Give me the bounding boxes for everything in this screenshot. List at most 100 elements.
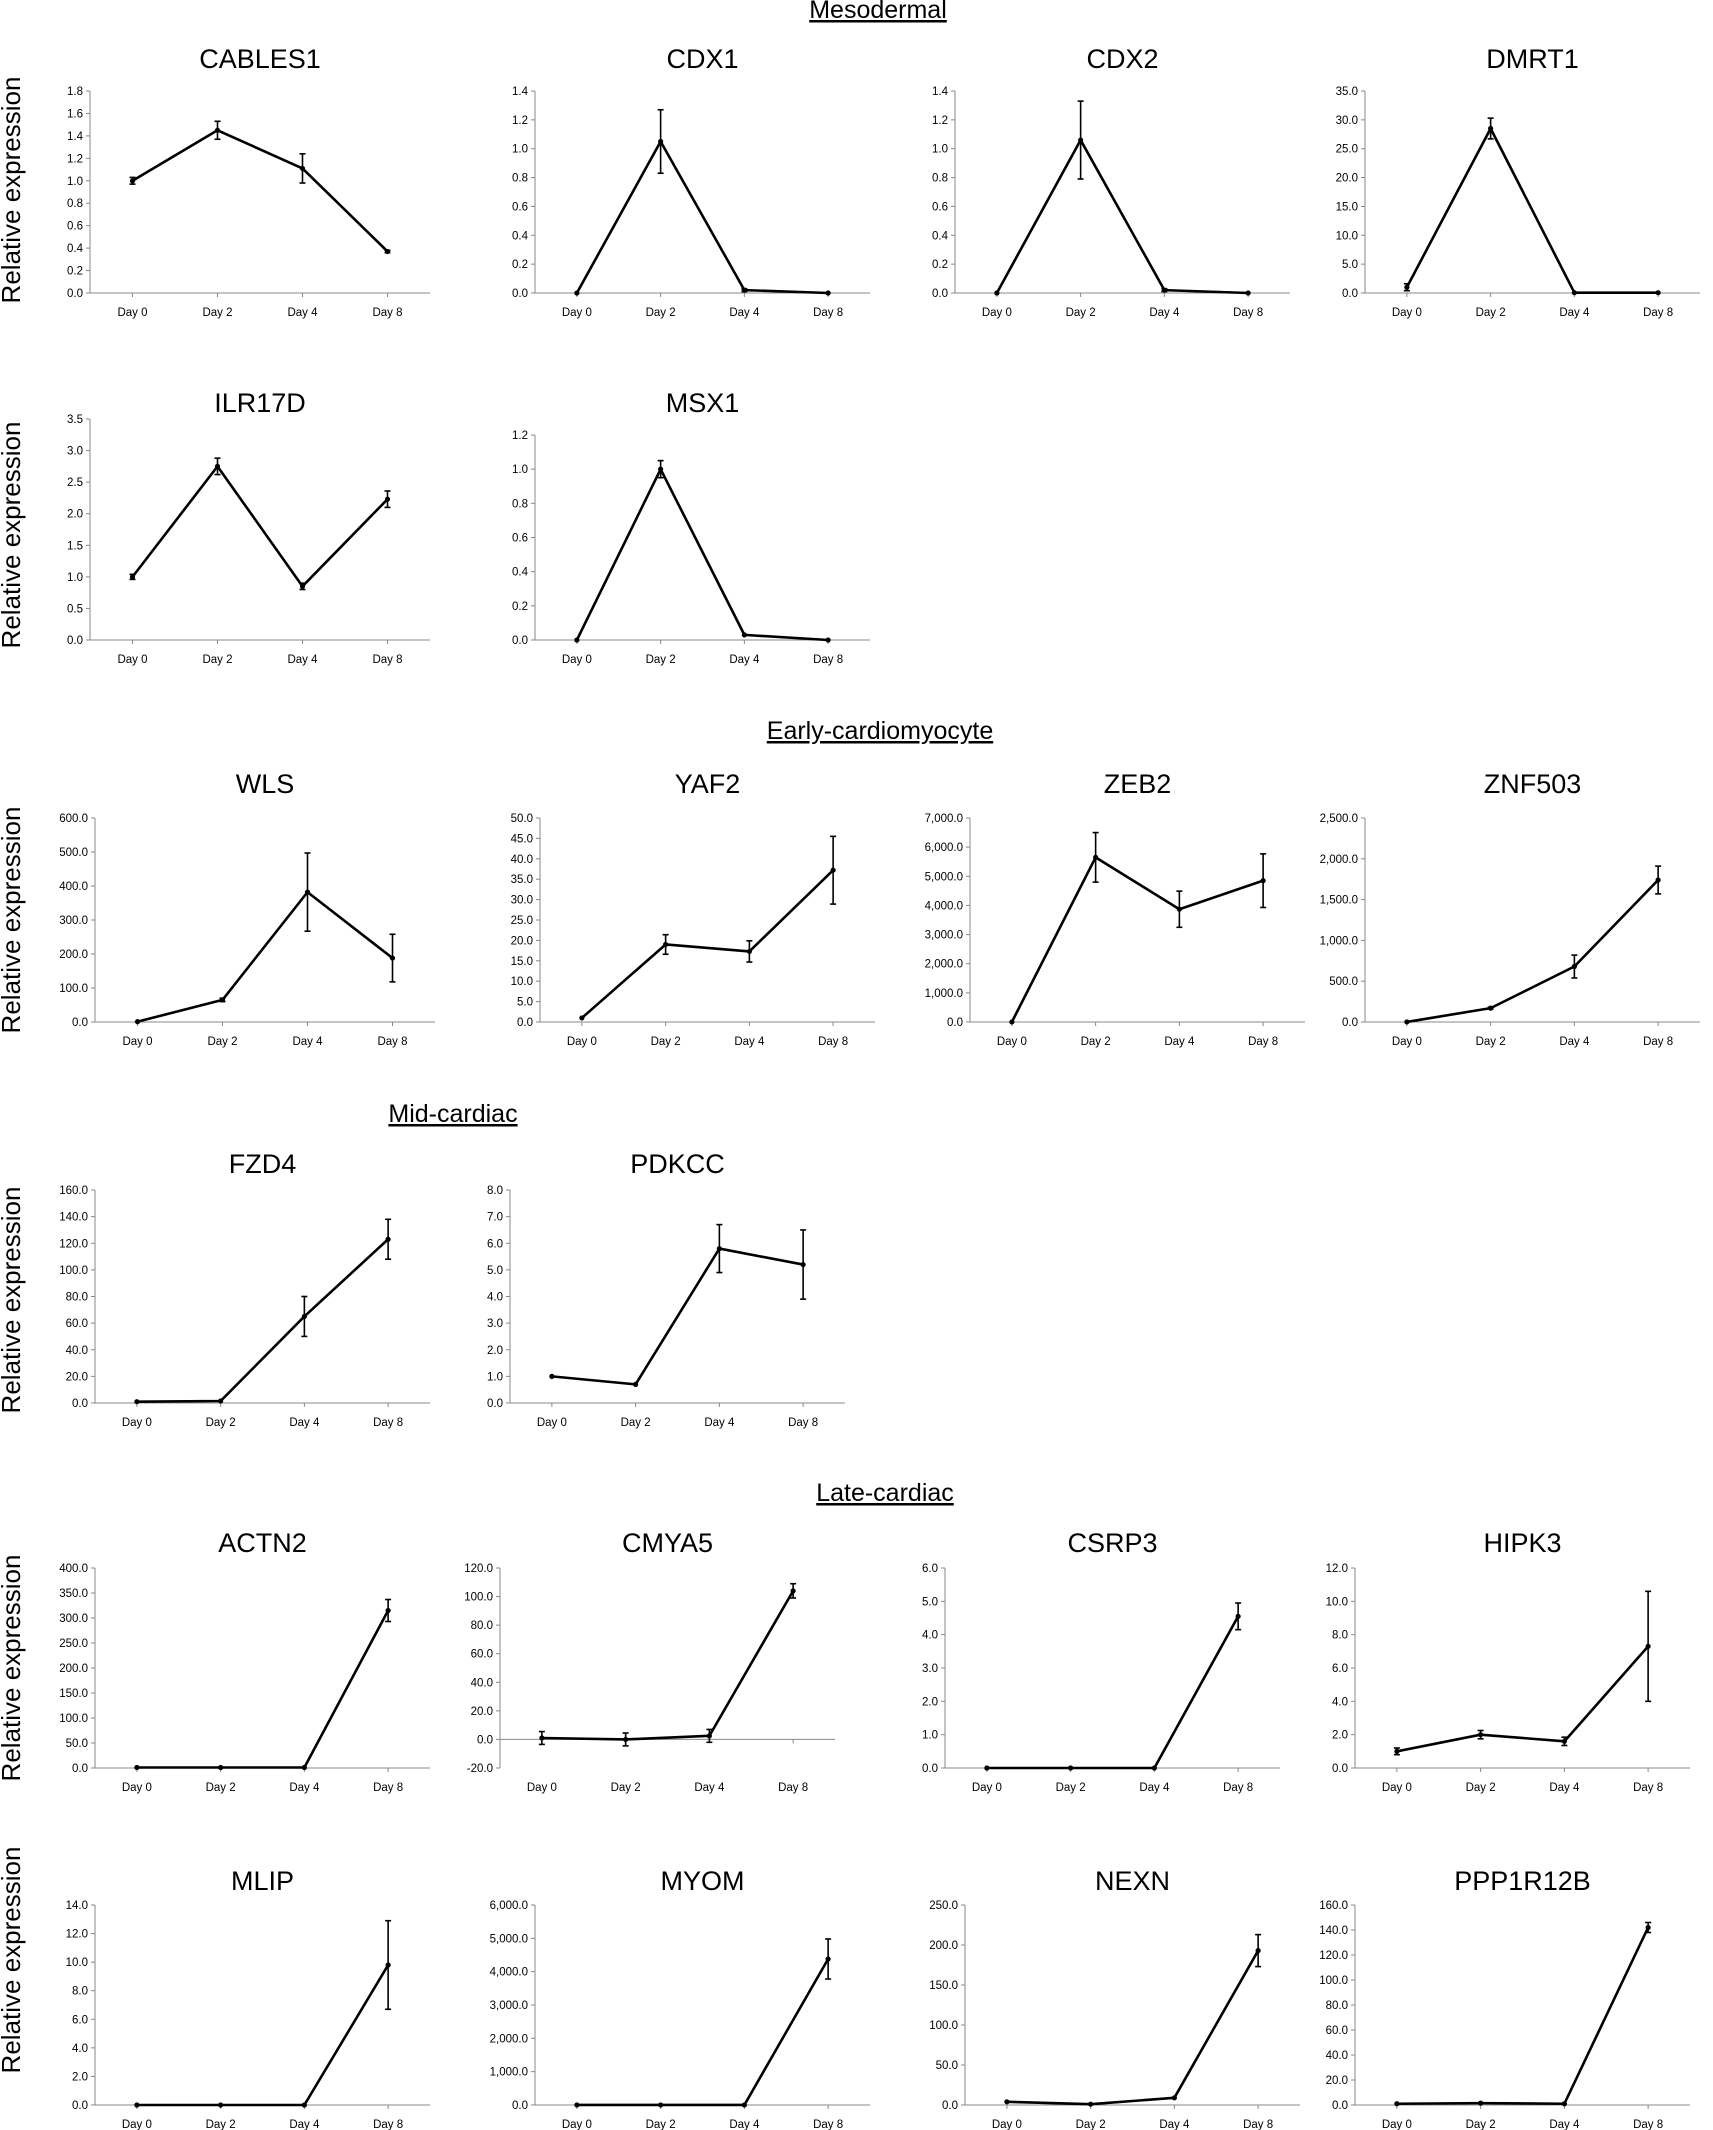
- chart-title: FZD4: [229, 1149, 297, 1179]
- x-tick-label: Day 4: [292, 1036, 323, 1048]
- y-tick-label: 15.0: [1336, 201, 1358, 213]
- chart-title: YAF2: [675, 769, 741, 799]
- y-tick-label: 300.0: [59, 915, 88, 927]
- y-tick-label: 20.0: [511, 935, 533, 947]
- y-tick-label: 50.0: [511, 813, 533, 825]
- x-tick-label: Day 8: [1243, 2119, 1273, 2130]
- y-axis-label-row-2: Relative expression: [0, 422, 26, 649]
- data-point: [304, 889, 311, 895]
- chart-title: PPP1R12B: [1454, 1866, 1591, 1896]
- data-point: [1009, 1019, 1015, 1025]
- y-tick-label: 6,000.0: [925, 842, 963, 854]
- y-tick-label: 60.0: [66, 1318, 88, 1330]
- data-point: [214, 127, 221, 133]
- y-tick-label: 0.0: [932, 288, 948, 300]
- chart-title: CABLES1: [199, 44, 321, 74]
- data-point: [984, 1765, 990, 1771]
- y-tick-label: 14.0: [66, 1900, 88, 1912]
- chart-title: ZEB2: [1104, 769, 1172, 799]
- data-point: [385, 1962, 391, 1968]
- y-tick-label: 0.0: [512, 635, 528, 647]
- series-line: [551, 1247, 804, 1386]
- data-point: [219, 997, 226, 1003]
- data-point: [790, 1588, 796, 1594]
- data-point: [1171, 2095, 1177, 2101]
- y-tick-label: 1.0: [512, 144, 528, 156]
- data-point: [1645, 1643, 1651, 1649]
- y-tick-label: 2,500.0: [1320, 813, 1358, 825]
- chart-title: NEXN: [1095, 1866, 1170, 1896]
- x-tick-label: Day 0: [527, 1782, 557, 1794]
- data-point: [301, 2102, 307, 2108]
- y-tick-label: 120.0: [464, 1563, 493, 1575]
- y-tick-label: 5.0: [922, 1596, 938, 1608]
- data-point: [1245, 290, 1251, 296]
- y-tick-label: 40.0: [511, 854, 533, 866]
- y-tick-label: 0.8: [67, 198, 83, 210]
- data-point: [134, 1019, 141, 1025]
- y-axis-label-row-6: Relative expression: [0, 1847, 26, 2074]
- y-tick-label: 1.8: [67, 86, 83, 98]
- y-tick-label: 0.0: [512, 2100, 528, 2112]
- chart-title: WLS: [236, 769, 295, 799]
- series-line: [1396, 1645, 1650, 1753]
- chart-panel-mlip: MLIP 0.0 2.0 4.0 6.0 8.0 10.0 12.0 14.0 Day 0 Day …: [66, 1866, 430, 2130]
- x-tick-label: Day 4: [1139, 1782, 1170, 1794]
- data-point: [1161, 287, 1167, 293]
- y-tick-label: 1,000.0: [1320, 935, 1358, 947]
- data-point: [1478, 1732, 1484, 1738]
- x-tick-label: Day 4: [729, 2119, 760, 2130]
- y-axis-label-row-3: Relative expression: [0, 807, 26, 1034]
- chart-panel-csrp3: CSRP3 0.0 1.0 2.0 3.0 4.0 5.0 6.0 Day 0 Day 2 Day …: [922, 1528, 1280, 1794]
- y-tick-label: 80.0: [66, 1292, 88, 1304]
- y-tick-label: 50.0: [936, 2060, 958, 2072]
- x-tick-label: Day 8: [373, 1417, 403, 1429]
- x-tick-label: Day 2: [202, 307, 232, 319]
- x-tick-label: Day 2: [1066, 307, 1096, 319]
- x-tick-label: Day 2: [206, 2119, 236, 2130]
- series-line: [136, 1238, 390, 1403]
- data-point: [549, 1373, 555, 1379]
- y-tick-label: 100.0: [929, 2020, 958, 2032]
- y-tick-label: 2.0: [487, 1345, 503, 1357]
- data-point: [299, 165, 306, 172]
- x-tick-label: Day 8: [372, 654, 402, 666]
- y-tick-label: 500.0: [59, 847, 88, 859]
- data-point: [658, 138, 664, 145]
- x-tick-label: Day 4: [1159, 2119, 1190, 2130]
- y-tick-label: 0.0: [72, 1763, 88, 1775]
- y-tick-label: 100.0: [59, 983, 88, 995]
- x-tick-label: Day 0: [117, 307, 147, 319]
- data-point: [623, 1736, 629, 1743]
- chart-title: HIPK3: [1483, 1528, 1561, 1558]
- x-tick-label: Day 8: [818, 1036, 848, 1048]
- y-tick-label: 0.0: [477, 1734, 493, 1746]
- x-tick-label: Day 0: [1382, 2119, 1412, 2130]
- y-tick-label: 20.0: [1326, 2075, 1348, 2087]
- data-point: [1655, 290, 1661, 296]
- y-tick-label: 100.0: [464, 1592, 493, 1604]
- x-tick-label: Day 8: [372, 307, 402, 319]
- chart-title: CDX1: [666, 44, 738, 74]
- y-tick-label: 160.0: [59, 1185, 88, 1197]
- x-tick-label: Day 8: [1223, 1782, 1253, 1794]
- y-tick-label: 0.0: [72, 2100, 88, 2112]
- data-point: [1404, 1019, 1410, 1025]
- x-tick-label: Day 0: [122, 2119, 152, 2130]
- y-tick-label: 400.0: [59, 1563, 88, 1575]
- y-tick-label: 4.0: [487, 1292, 503, 1304]
- y-tick-label: 2,000.0: [925, 959, 963, 971]
- y-tick-label: 5.0: [1342, 259, 1358, 271]
- y-tick-label: 2.0: [72, 2071, 88, 2083]
- y-tick-label: 6.0: [1332, 1663, 1348, 1675]
- y-tick-label: 0.0: [72, 1398, 88, 1410]
- y-tick-label: 0.2: [512, 601, 528, 613]
- y-axis-label-row-5: Relative expression: [0, 1555, 26, 1782]
- series-line: [136, 1609, 390, 1769]
- y-tick-label: 10.0: [1336, 230, 1358, 242]
- y-tick-label: 0.2: [512, 259, 528, 271]
- series-line: [575, 140, 829, 295]
- y-tick-label: 1,500.0: [1320, 895, 1358, 907]
- y-tick-label: 20.0: [471, 1706, 493, 1718]
- y-tick-label: 0.0: [517, 1017, 533, 1029]
